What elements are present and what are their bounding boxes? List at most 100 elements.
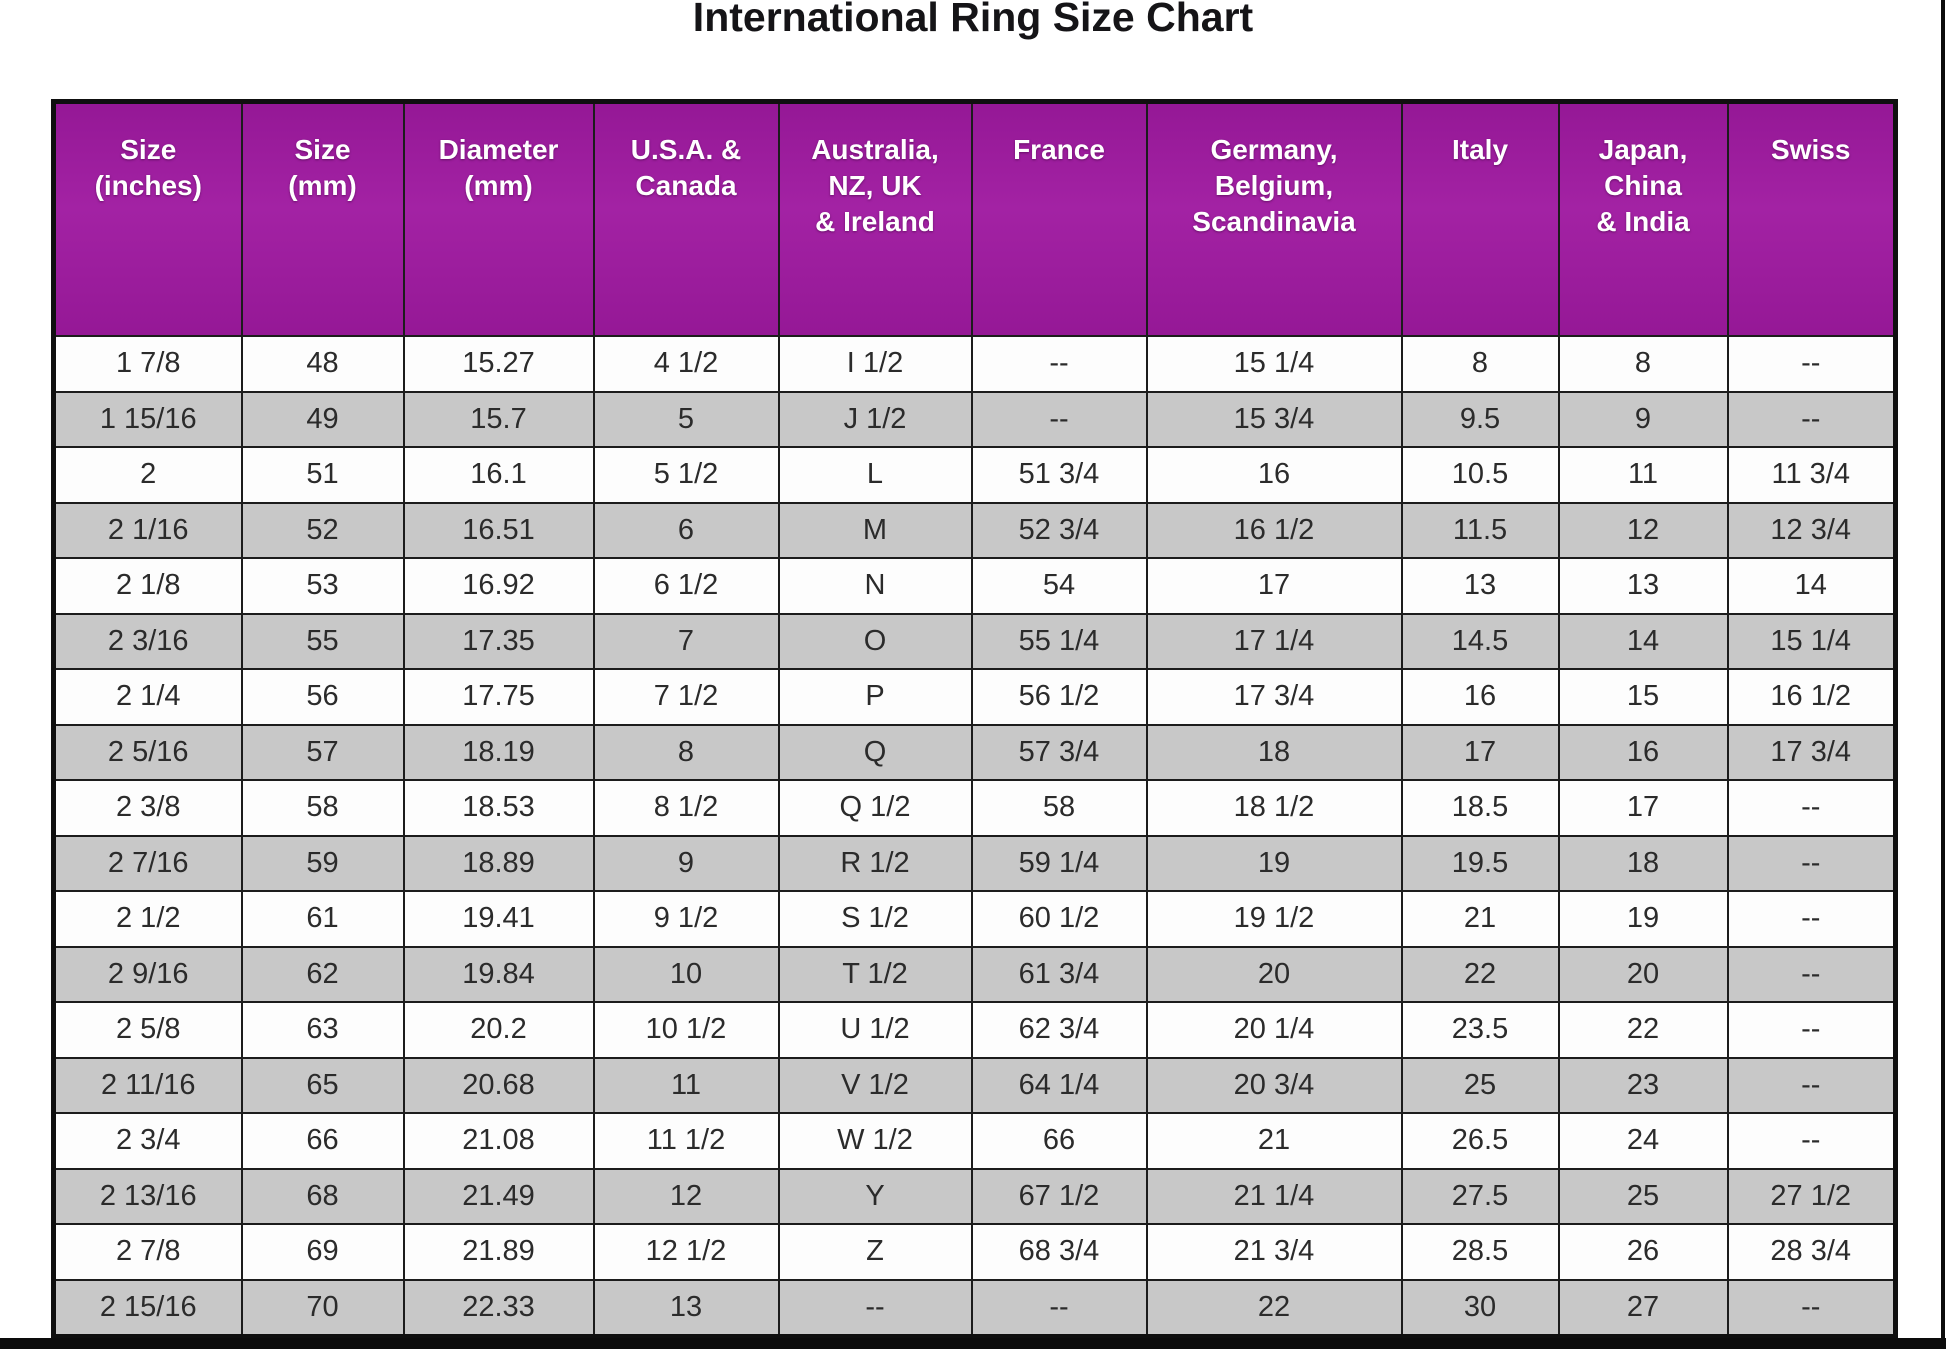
table-cell: 13 (592, 1278, 780, 1338)
column-header: Swiss (1726, 100, 1897, 337)
table-cell: -- (1726, 945, 1897, 1003)
table-body: 1 7/8 48 15.27 4 1/2 I 1/2 -- 15 1/4 8 8 -- 1 15/1… (52, 335, 1897, 1338)
column-header: Japan, China & India (1557, 100, 1729, 337)
table-cell: Q (777, 723, 973, 781)
table-cell: 21.49 (402, 1167, 595, 1225)
table-cell: 25 (1400, 1056, 1560, 1114)
table-cell: 52 3/4 (970, 501, 1148, 559)
table-cell: -- (1726, 779, 1897, 837)
table-cell: W 1/2 (777, 1112, 973, 1170)
table-cell: 2 15/16 (52, 1278, 243, 1338)
table-cell: 12 (592, 1167, 780, 1225)
table-cell: 19 (1145, 834, 1403, 892)
table-cell: L (777, 446, 973, 504)
table-cell: 15 3/4 (1145, 390, 1403, 448)
table-cell: 18 (1557, 834, 1729, 892)
table-cell: 21.89 (402, 1223, 595, 1281)
table-cell: 2 3/8 (52, 779, 243, 837)
table-cell: 15 1/4 (1145, 335, 1403, 393)
table-cell: 16.1 (402, 446, 595, 504)
table-cell: 2 3/16 (52, 612, 243, 670)
table-cell: -- (1726, 834, 1897, 892)
table-cell: 20 3/4 (1145, 1056, 1403, 1114)
bottom-bar (0, 1338, 1946, 1349)
table-cell: 16.92 (402, 557, 595, 615)
table-row: 2 51 16.1 5 1/2 L 51 3/4 16 10.5 11 11 3/4 (52, 446, 1897, 504)
table-cell: 14.5 (1400, 612, 1560, 670)
table-cell: 68 3/4 (970, 1223, 1148, 1281)
table-cell: 17 3/4 (1145, 668, 1403, 726)
table-cell: 66 (970, 1112, 1148, 1170)
table-cell: 12 3/4 (1726, 501, 1897, 559)
table-cell: 59 (240, 834, 405, 892)
table-cell: 13 (1557, 557, 1729, 615)
table-cell: 20.2 (402, 1001, 595, 1059)
table-row: 2 5/16 57 18.19 8 Q 57 3/4 18 17 16 17 3/4 (52, 723, 1897, 781)
table-row: 2 1/2 61 19.41 9 1/2 S 1/2 60 1/2 19 1/2 21 19 -- (52, 890, 1897, 948)
table-cell: 8 1/2 (592, 779, 780, 837)
table-cell: 2 11/16 (52, 1056, 243, 1114)
table-cell: 2 7/16 (52, 834, 243, 892)
table-cell: 61 3/4 (970, 945, 1148, 1003)
table-cell: 7 (592, 612, 780, 670)
table-cell: 6 (592, 501, 780, 559)
table-cell: 19 1/2 (1145, 890, 1403, 948)
table-cell: 19.41 (402, 890, 595, 948)
table-cell: 1 15/16 (52, 390, 243, 448)
table-row: 2 1/16 52 16.51 6 M 52 3/4 16 1/2 11.5 12 12 3/4 (52, 501, 1897, 559)
table-cell: 20 (1145, 945, 1403, 1003)
table-cell: 2 5/8 (52, 1001, 243, 1059)
table-cell: M (777, 501, 973, 559)
table-cell: -- (970, 335, 1148, 393)
table-cell: 6 1/2 (592, 557, 780, 615)
table-cell: 20 (1557, 945, 1729, 1003)
table-cell: Z (777, 1223, 973, 1281)
table-cell: 27 (1557, 1278, 1729, 1338)
table-row: 1 15/16 49 15.7 5 J 1/2 -- 15 3/4 9.5 9 -- (52, 390, 1897, 448)
table-cell: 21 (1400, 890, 1560, 948)
table-cell: 15.27 (402, 335, 595, 393)
column-header: Size (mm) (240, 100, 405, 337)
table-row: 1 7/8 48 15.27 4 1/2 I 1/2 -- 15 1/4 8 8 -- (52, 335, 1897, 393)
table-cell: 11 1/2 (592, 1112, 780, 1170)
table-cell: 51 3/4 (970, 446, 1148, 504)
table-cell: 9 1/2 (592, 890, 780, 948)
table-cell: 2 5/16 (52, 723, 243, 781)
table-row: 2 9/16 62 19.84 10 T 1/2 61 3/4 20 22 20 -- (52, 945, 1897, 1003)
table-cell: 69 (240, 1223, 405, 1281)
table-cell: 19 (1557, 890, 1729, 948)
table-cell: 17 (1400, 723, 1560, 781)
table-cell: 20 1/4 (1145, 1001, 1403, 1059)
table-cell: 17 3/4 (1726, 723, 1897, 781)
table-cell: 16 1/2 (1145, 501, 1403, 559)
table-cell: 23.5 (1400, 1001, 1560, 1059)
table-cell: O (777, 612, 973, 670)
table-row: 2 13/16 68 21.49 12 Y 67 1/2 21 1/4 27.5 25 27 1/… (52, 1167, 1897, 1225)
table-cell: 7 1/2 (592, 668, 780, 726)
table-cell: 9.5 (1400, 390, 1560, 448)
table-cell: 13 (1400, 557, 1560, 615)
table-cell: 22 (1400, 945, 1560, 1003)
table-cell: 55 1/4 (970, 612, 1148, 670)
table-cell: -- (1726, 890, 1897, 948)
page-title: International Ring Size Chart (692, 0, 1254, 40)
table-cell: 2 1/16 (52, 501, 243, 559)
table-cell: 64 1/4 (970, 1056, 1148, 1114)
table-cell: 18.19 (402, 723, 595, 781)
table-cell: Q 1/2 (777, 779, 973, 837)
table-cell: 24 (1557, 1112, 1729, 1170)
table-cell: -- (1726, 1001, 1897, 1059)
table-cell: 18.89 (402, 834, 595, 892)
table-cell: 63 (240, 1001, 405, 1059)
table-cell: N (777, 557, 973, 615)
table-row: 2 3/16 55 17.35 7 O 55 1/4 17 1/4 14.5 14 15 1/4 (52, 612, 1897, 670)
table-cell: 21 3/4 (1145, 1223, 1403, 1281)
table-cell: 56 (240, 668, 405, 726)
table-cell: 18.5 (1400, 779, 1560, 837)
ring-size-table: Size (inches) Size (mm) Diameter (mm) U.S.A… (51, 99, 1898, 1339)
table-cell: 2 1/8 (52, 557, 243, 615)
table-cell: 2 13/16 (52, 1167, 243, 1225)
column-header: Germany, Belgium, Scandinavia (1145, 100, 1403, 337)
table-cell: 54 (970, 557, 1148, 615)
table-cell: 55 (240, 612, 405, 670)
